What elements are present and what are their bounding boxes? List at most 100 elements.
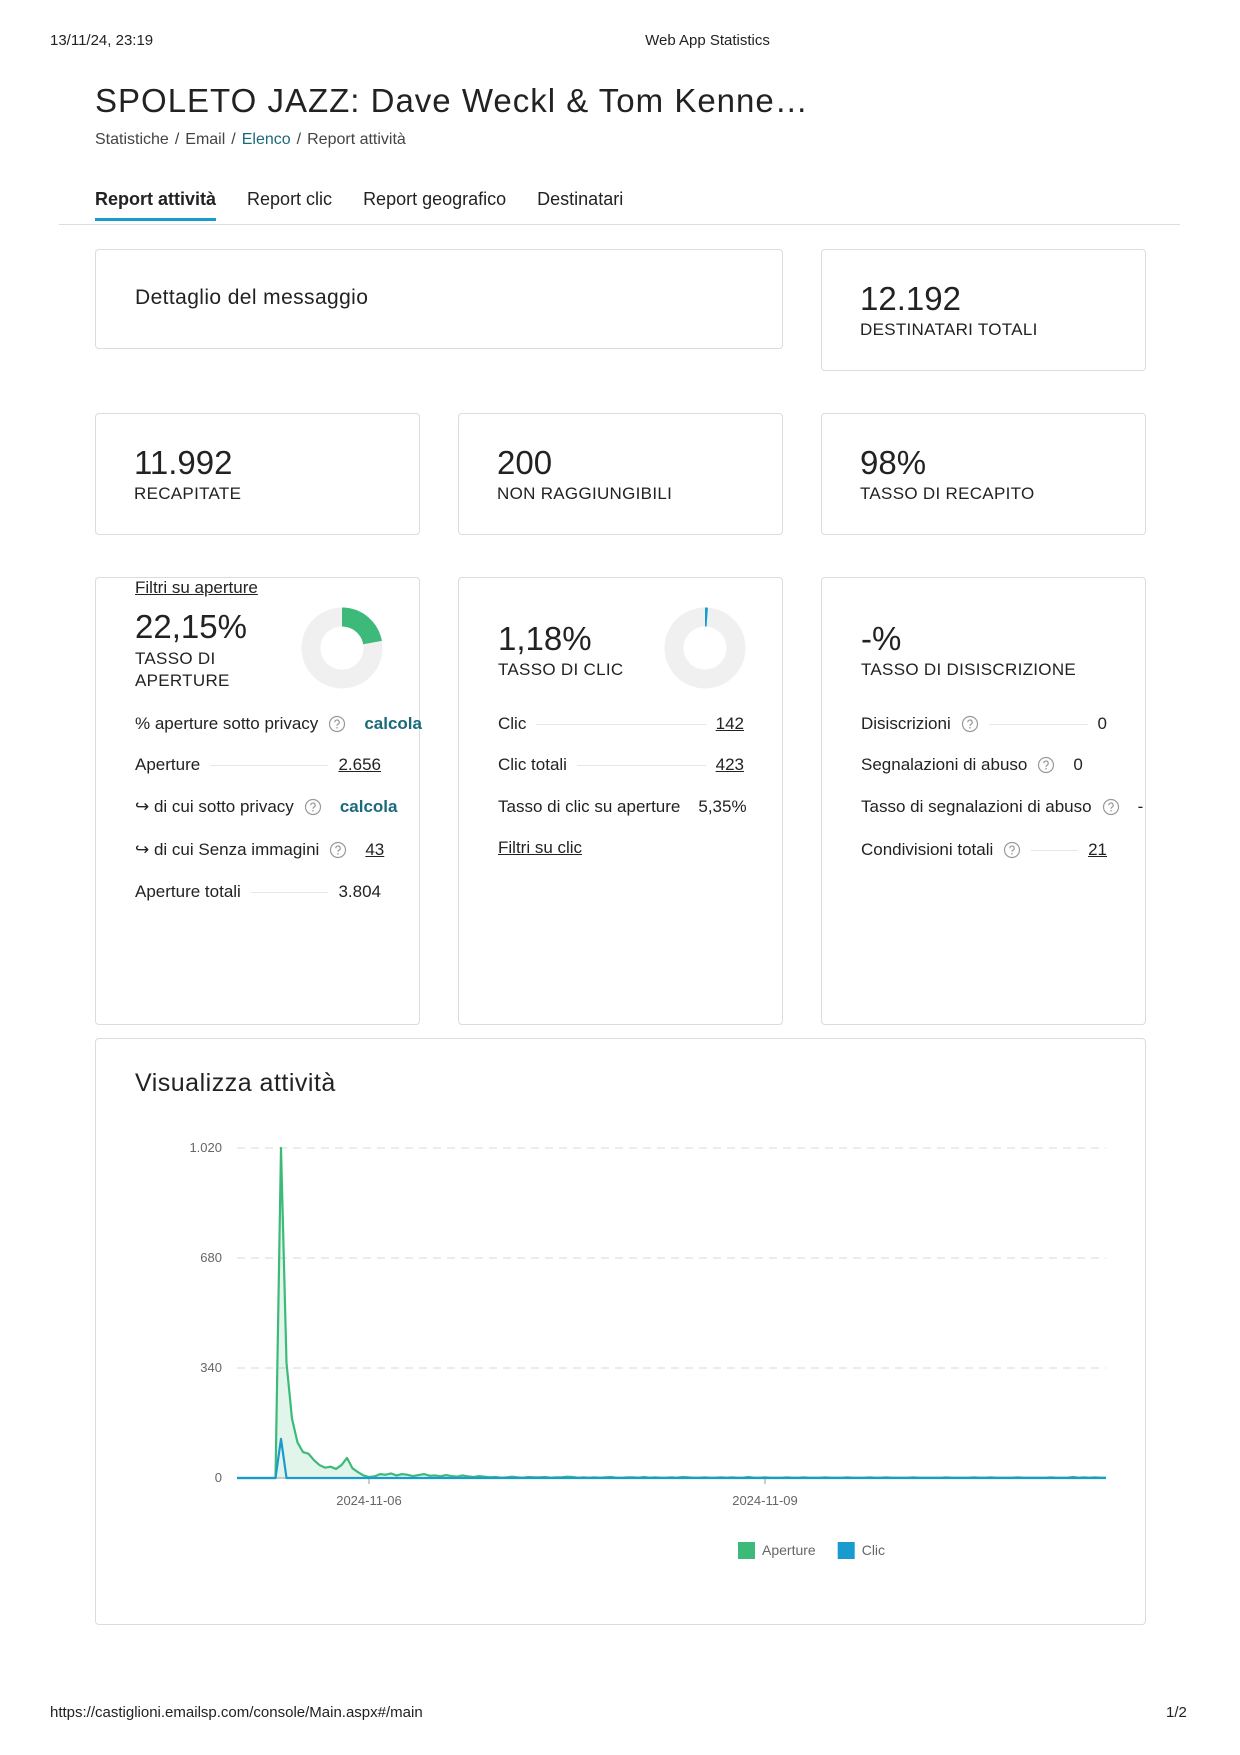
donut — [664, 607, 746, 689]
tab[interactable]: Destinatari — [537, 189, 624, 209]
row-leader — [536, 723, 706, 725]
card-title: Visualizza attività — [135, 1069, 336, 1097]
help-circle — [329, 715, 346, 733]
row-label: % aperture sotto privacy — [135, 714, 319, 733]
tab[interactable]: Report attività — [95, 189, 217, 221]
breadcrumb-item: Elenco — [241, 131, 291, 148]
row-leader — [250, 891, 329, 893]
stat-row: Segnalazioni di abuso 0 — [861, 753, 1083, 777]
donut-arc — [664, 607, 746, 689]
row-label: Segnalazioni di abuso — [861, 755, 1028, 774]
row-label: Aperture — [135, 755, 201, 774]
help-dot — [968, 727, 971, 729]
help-circle — [330, 841, 347, 859]
help-mark — [1043, 760, 1050, 767]
stat-value: 11.992 — [134, 444, 233, 481]
row-label: Condivisioni totali — [861, 840, 994, 859]
rate-caption: TASSO DI DISISCRIZIONE — [861, 660, 1077, 679]
stat-row: Aperture totali 3.804 — [135, 880, 381, 904]
unsubscribe-card: -% TASSO DI DISISCRIZIONE Disiscrizioni 0 Se… — [821, 577, 1146, 1025]
print-title: Web App Statistics — [645, 32, 770, 49]
filter-link[interactable]: Filtri su aperture — [135, 578, 258, 597]
row-value: 0 — [1073, 755, 1083, 774]
stat-value: 200 — [497, 444, 553, 481]
help-mark — [310, 802, 316, 809]
row-label: Aperture totali — [135, 882, 241, 901]
row-value: 5,35% — [698, 797, 747, 816]
row-value: 0 — [1097, 714, 1107, 733]
help-icon — [1102, 798, 1119, 816]
row-label: Tasso di clic su aperture — [498, 797, 681, 816]
stat-card: 12.192 DESTINATARI TOTALI — [821, 249, 1146, 371]
open-rate-card: 22,15% TASSO DI APERTURE % aperture sotto … — [95, 577, 422, 1025]
help-circle — [304, 798, 321, 816]
stat-row: Clic totali 423 — [498, 753, 744, 777]
help-dot — [1011, 853, 1014, 855]
stat-row: Tasso di clic su aperture 5,35% — [498, 795, 747, 819]
row-value: - — [1137, 797, 1144, 816]
page-title: SPOLETO JAZZ: Dave Weckl & Tom Kenne… — [95, 82, 809, 119]
stat-value: 12.192 — [860, 280, 961, 317]
stat-label: RECAPITATE — [134, 484, 242, 503]
breadcrumb-item: Report attività — [307, 131, 406, 148]
help-circle — [1102, 798, 1119, 816]
help-dot — [312, 810, 314, 812]
message-detail-card: Dettaglio del messaggio — [95, 249, 783, 349]
stat-value: 98% — [860, 444, 927, 481]
stat-row: Condivisioni totali 21 — [861, 838, 1107, 862]
help-dot — [1109, 810, 1112, 812]
click-rate-card: 1,18% TASSO DI CLIC Clic 142 Clic totali 423 T… — [458, 577, 783, 1025]
stat-label: DESTINATARI TOTALI — [860, 320, 1038, 339]
stat-row: Disiscrizioni 0 — [861, 712, 1107, 736]
row-leader — [988, 723, 1088, 725]
activity-card: Visualizza attività — [95, 1038, 1146, 1625]
help-icon — [961, 715, 978, 733]
print-datetime: 13/11/24, 23:19 — [50, 32, 154, 49]
stat-label: TASSO DI RECAPITO — [860, 484, 1035, 503]
row-value[interactable]: 2.656 — [338, 755, 381, 774]
tab[interactable]: Report clic — [247, 189, 333, 209]
row-value[interactable]: calcola — [339, 797, 398, 816]
row-leader — [576, 764, 706, 766]
row-label: Clic — [498, 714, 527, 733]
print-page: 1/2 — [1166, 1704, 1187, 1721]
help-icon — [304, 798, 321, 816]
row-leader — [210, 764, 329, 766]
stat-row: % aperture sotto privacy calcola — [135, 712, 422, 736]
row-leader — [1031, 849, 1079, 851]
row-value[interactable]: 423 — [715, 755, 744, 774]
help-icon — [329, 715, 346, 733]
help-icon — [1038, 756, 1055, 774]
help-mark — [1009, 845, 1016, 852]
breadcrumb-item: Statistiche — [95, 131, 169, 148]
stat-row: ↪ di cui Senza immagini 43 — [135, 838, 384, 862]
stat-row: Clic 142 — [498, 712, 744, 736]
help-dot — [337, 853, 340, 855]
rate-value: 22,15% — [135, 608, 247, 645]
row-label: Tasso di segnalazioni di abuso — [861, 797, 1092, 816]
help-mark — [1107, 802, 1114, 809]
row-value[interactable]: calcola — [364, 714, 422, 733]
rate-caption: TASSO DI CLIC — [498, 660, 624, 679]
tab-divider — [59, 224, 1180, 225]
row-value[interactable]: 21 — [1088, 840, 1107, 859]
row-label: ↪ di cui Senza immagini — [135, 840, 320, 859]
card-title: Dettaglio del messaggio — [135, 286, 369, 309]
breadcrumb-separator: / — [231, 131, 236, 148]
row-value[interactable]: 142 — [715, 714, 744, 733]
help-dot — [1045, 768, 1048, 770]
filter-link[interactable]: Filtri su clic — [498, 838, 583, 857]
stat-card: 11.992 RECAPITATE — [95, 413, 420, 535]
stat-card: 200 NON RAGGIUNGIBILI — [458, 413, 783, 535]
help-icon — [1004, 841, 1021, 859]
stat-label: NON RAGGIUNGIBILI — [497, 484, 673, 503]
donut-arc — [301, 607, 383, 689]
tab[interactable]: Report geografico — [363, 189, 507, 209]
help-circle — [1038, 756, 1055, 774]
row-label: ↪ di cui sotto privacy — [135, 797, 294, 816]
breadcrumb: Statistiche / Email / Elenco / Report attività — [95, 131, 406, 149]
breadcrumb-item: Email — [185, 131, 226, 148]
row-label: Clic totali — [498, 755, 567, 774]
row-value[interactable]: 43 — [365, 840, 385, 859]
